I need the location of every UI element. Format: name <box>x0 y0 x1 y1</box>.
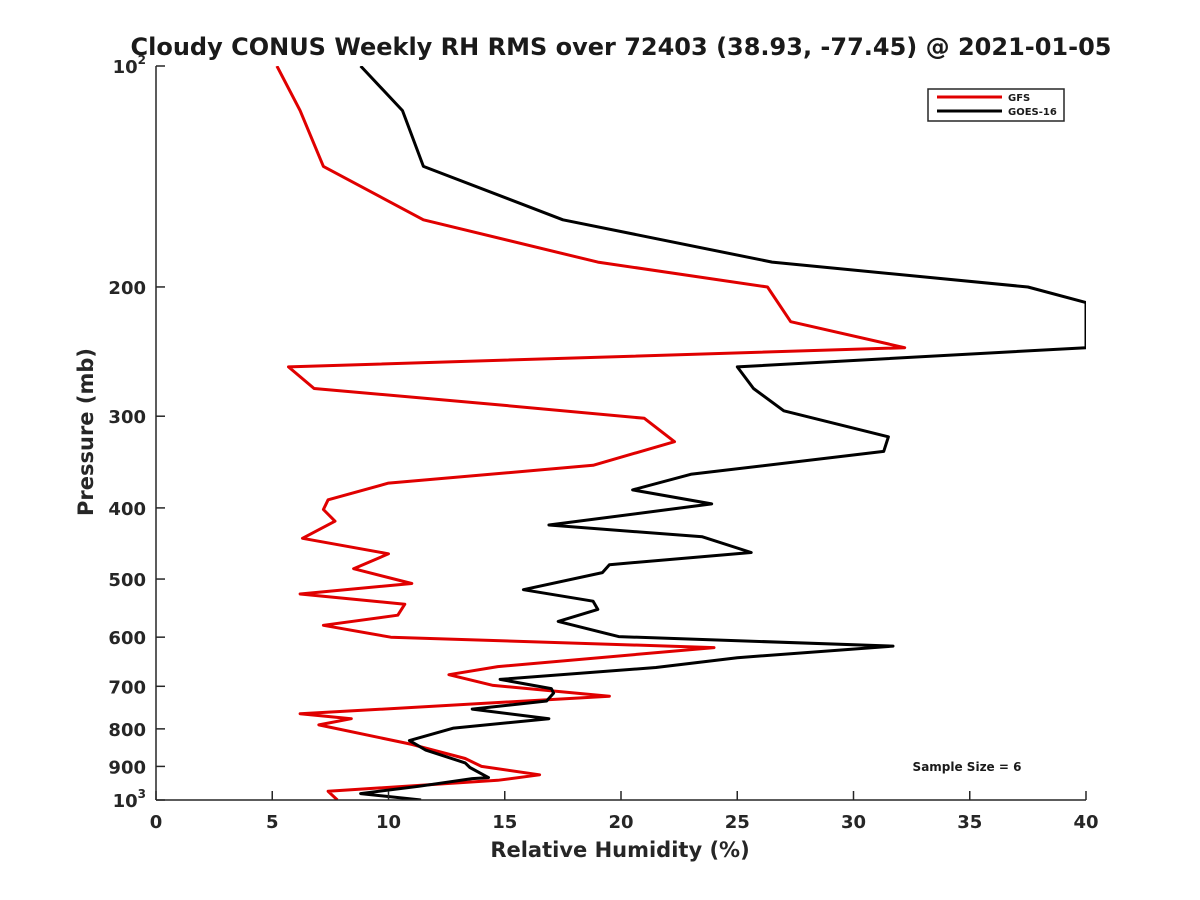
y-tick-label: 400 <box>108 499 146 520</box>
y-tick-label: 900 <box>108 757 146 778</box>
sample-size-annotation: Sample Size = 6 <box>913 760 1022 774</box>
x-tick-label: 10 <box>376 812 401 833</box>
x-tick-label: 20 <box>608 812 633 833</box>
tick-marks: 0 5 10 15 20 25 30 35 40 102 200 300 400 500 600 700 800… <box>108 53 1098 833</box>
y-tick-label: 200 <box>108 278 146 299</box>
y-tick-label: 300 <box>108 407 146 428</box>
legend: GFS GOES-16 <box>927 88 1065 122</box>
y-tick-label: 600 <box>108 628 146 649</box>
y-tick-label: 700 <box>108 677 146 698</box>
x-tick-label: 30 <box>841 812 866 833</box>
x-tick-label: 35 <box>957 812 982 833</box>
chart-title: Cloudy CONUS Weekly RH RMS over 72403 (3… <box>131 33 1112 61</box>
legend-label: GOES-16 <box>1008 107 1057 118</box>
x-tick-label: 40 <box>1073 812 1098 833</box>
x-tick-label: 5 <box>266 812 279 833</box>
y-tick-label: 102 <box>113 53 146 78</box>
plot-area <box>275 66 1086 800</box>
legend-label: GFS <box>1008 93 1030 104</box>
x-axis-label: Relative Humidity (%) <box>490 838 749 862</box>
x-tick-label: 15 <box>492 812 517 833</box>
y-tick-label: 103 <box>113 787 146 812</box>
y-tick-label: 500 <box>108 570 146 591</box>
axes <box>155 66 1086 801</box>
series-line-gfs <box>275 66 907 800</box>
y-tick-label: 800 <box>108 720 146 741</box>
legend-box <box>927 88 1065 122</box>
series-line-goes-16 <box>359 66 1086 800</box>
y-axis-label: Pressure (mb) <box>74 348 98 516</box>
x-tick-label: 0 <box>150 812 163 833</box>
x-tick-label: 25 <box>725 812 750 833</box>
